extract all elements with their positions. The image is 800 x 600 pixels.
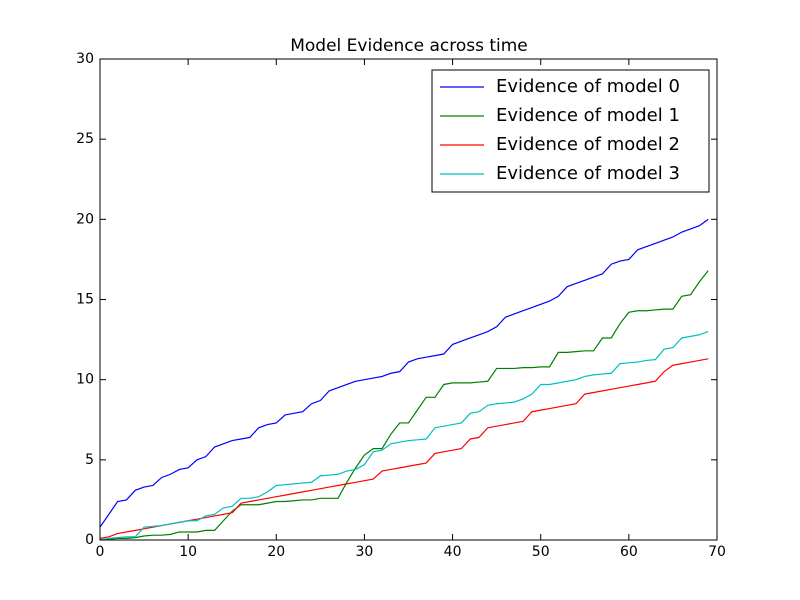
y-tick-label: 0 bbox=[85, 532, 94, 548]
series-line bbox=[99, 331, 709, 541]
y-tick-label: 15 bbox=[76, 292, 94, 308]
x-tick-label: 0 bbox=[96, 544, 105, 560]
series-line bbox=[99, 270, 709, 541]
y-tick-label: 30 bbox=[76, 51, 94, 67]
series-line bbox=[99, 358, 709, 539]
legend-label: Evidence of model 1 bbox=[496, 105, 680, 126]
x-tick-label: 30 bbox=[356, 544, 374, 560]
x-tick-label: 20 bbox=[267, 544, 285, 560]
x-tick-label: 50 bbox=[532, 544, 550, 560]
y-tick-label: 10 bbox=[76, 372, 94, 388]
legend-label: Evidence of model 2 bbox=[496, 134, 680, 155]
x-tick-label: 60 bbox=[620, 544, 638, 560]
legend-box bbox=[431, 69, 710, 193]
y-tick-label: 20 bbox=[76, 211, 94, 227]
x-tick-label: 10 bbox=[179, 544, 197, 560]
chart-title: Model Evidence across time bbox=[290, 36, 528, 56]
x-tick-label: 70 bbox=[708, 544, 726, 560]
legend-label: Evidence of model 3 bbox=[496, 163, 680, 184]
legend: Evidence of model 0 Evidence of model 1 Ev… bbox=[431, 69, 710, 193]
series-line bbox=[99, 218, 709, 528]
y-tick-label: 5 bbox=[85, 452, 94, 468]
plot-frame bbox=[99, 58, 718, 541]
legend-label: Evidence of model 0 bbox=[496, 76, 680, 97]
x-tick-label: 40 bbox=[444, 544, 462, 560]
y-tick-label: 25 bbox=[76, 131, 94, 147]
